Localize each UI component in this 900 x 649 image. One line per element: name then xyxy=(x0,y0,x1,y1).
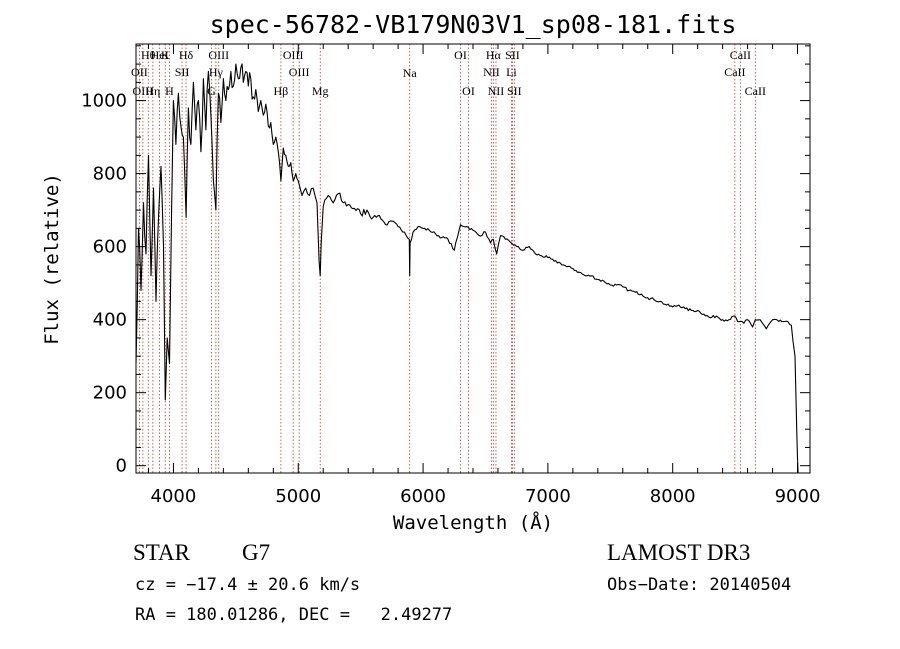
line-label: Li xyxy=(506,65,517,79)
coordinates: RA = 180.01286, DEC = 2.49277 xyxy=(135,605,452,625)
line-label: Hγ xyxy=(209,65,224,79)
y-tick-label: 0 xyxy=(116,456,127,477)
y-tick-label: 400 xyxy=(93,310,127,331)
x-tick-label: 6000 xyxy=(400,486,446,507)
line-label: CaII xyxy=(745,84,766,98)
x-tick-label: 4000 xyxy=(151,486,197,507)
line-label: Hη xyxy=(145,84,160,98)
x-axis: 4000 5000 6000 7000 8000 9000 xyxy=(147,44,821,507)
line-label: OII xyxy=(131,65,148,79)
y-axis: 0 200 400 600 800 1000 xyxy=(81,45,810,477)
line-label: CaII xyxy=(724,65,745,79)
line-label: Na xyxy=(403,66,418,80)
line-label: Hθ xyxy=(141,48,156,62)
y-tick-label: 800 xyxy=(93,164,127,185)
line-label: SII xyxy=(505,48,520,62)
line-label: Mg xyxy=(312,84,329,98)
line-label: CaII xyxy=(730,48,751,62)
obs-date: Obs−Date: 20140504 xyxy=(607,575,791,595)
line-label: SII xyxy=(507,84,522,98)
line-label: H xyxy=(165,84,174,98)
line-label: Hβ xyxy=(274,84,289,98)
line-label: OIII xyxy=(289,65,310,79)
spectrum-line xyxy=(135,63,799,474)
x-axis-label: Wavelength (Å) xyxy=(393,511,553,534)
survey-label: LAMOST DR3 xyxy=(607,540,750,565)
y-tick-label: 200 xyxy=(93,383,127,404)
x-tick-label: 7000 xyxy=(525,486,571,507)
line-label: SII xyxy=(175,65,190,79)
y-tick-label: 1000 xyxy=(81,91,127,112)
line-label: G xyxy=(207,84,216,98)
plot-frame xyxy=(135,43,811,474)
line-label: OIII xyxy=(283,48,304,62)
line-label: OI xyxy=(462,84,475,98)
x-tick-label: 9000 xyxy=(775,486,821,507)
line-label: HeI xyxy=(151,48,169,62)
line-label: OIII xyxy=(133,84,154,98)
line-marker-group xyxy=(138,44,756,473)
line-label: OIII xyxy=(208,48,229,62)
object-class: STAR xyxy=(133,540,191,565)
subclass: G7 xyxy=(242,540,270,565)
y-axis-label: Flux (relative) xyxy=(41,173,63,345)
cz-value: cz = −17.4 ± 20.6 km/s xyxy=(135,575,360,595)
line-label: NII xyxy=(483,65,500,79)
line-label: OI xyxy=(454,48,467,62)
y-tick-label: 600 xyxy=(93,237,127,258)
x-tick-label: 8000 xyxy=(650,486,696,507)
chart-title: spec-56782-VB179N03V1_sp08-181.fits xyxy=(210,10,737,39)
line-label: NII xyxy=(488,84,505,98)
line-label: K xyxy=(161,48,170,62)
line-label: Hα xyxy=(486,48,502,62)
line-label: Hδ xyxy=(179,48,194,62)
x-tick-label: 5000 xyxy=(275,486,321,507)
